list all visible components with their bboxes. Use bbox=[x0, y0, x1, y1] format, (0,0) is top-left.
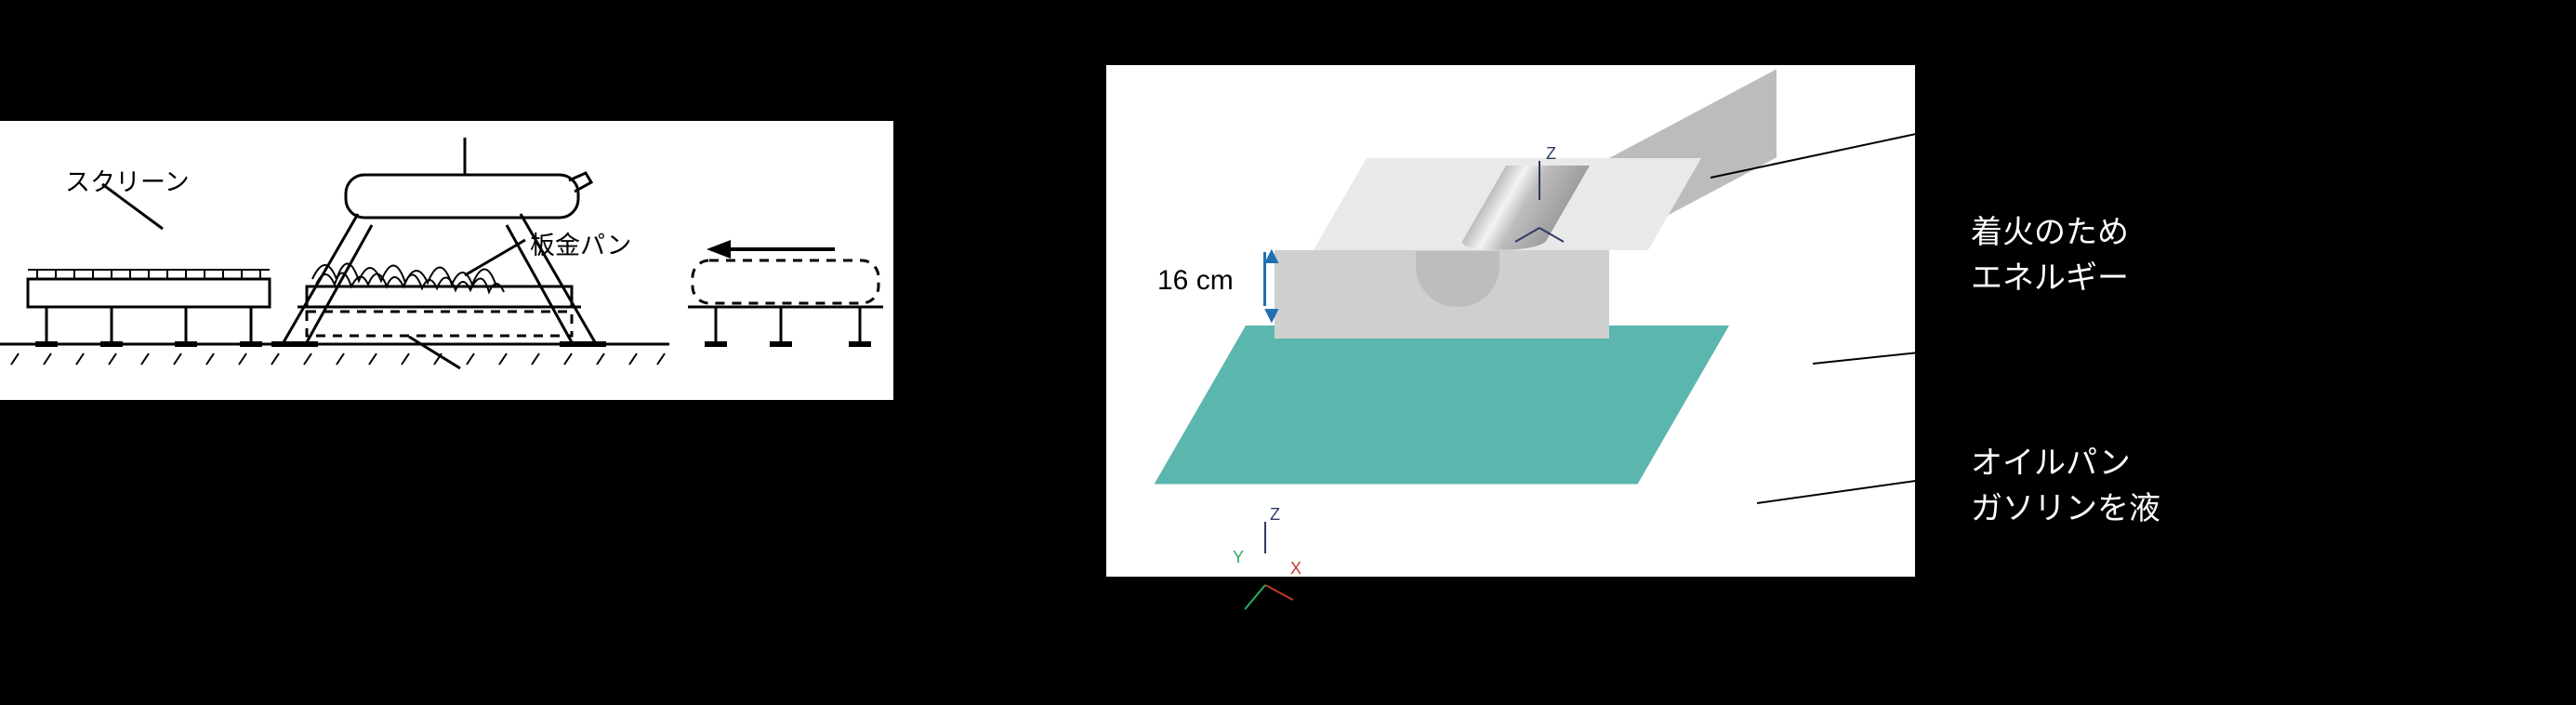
axis-z-label: Z bbox=[1546, 144, 1556, 164]
dimension-line bbox=[1263, 252, 1266, 306]
scene-3d: Z Z X Y bbox=[1171, 130, 1850, 539]
annotation-ignition: 着火のため エネルギー bbox=[1971, 206, 2129, 298]
annotation-ignition-l2: エネルギー bbox=[1971, 252, 2129, 298]
left-schematic-panel: スクリーン 板金パン bbox=[0, 121, 893, 400]
stage: スクリーン 板金パン Z bbox=[0, 0, 2576, 705]
axis-z-small: Z bbox=[1270, 505, 1280, 525]
axis-y-small: Y bbox=[1233, 548, 1244, 567]
tank-block bbox=[1367, 158, 1738, 363]
annotation-ignition-l1: 着火のため bbox=[1971, 206, 2129, 252]
label-screen: スクリーン bbox=[65, 162, 190, 198]
arrow-down-icon: ▼ bbox=[1260, 300, 1284, 329]
label-pan: 板金パン bbox=[530, 225, 631, 261]
annotation-oilpan: オイルパン ガソリンを液 bbox=[1971, 437, 2160, 528]
dimension-value: 16 cm bbox=[1157, 265, 1234, 296]
annotation-oilpan-l2: ガソリンを液 bbox=[1971, 483, 2160, 528]
dimension-gap: 16 cm ▲ ▼ bbox=[1157, 265, 1234, 297]
annotation-oilpan-l1: オイルパン bbox=[1971, 437, 2160, 483]
right-render-panel: Z Z X Y 16 cm ▲ ▼ bbox=[1106, 65, 1915, 577]
axis-x-small: X bbox=[1290, 559, 1301, 579]
